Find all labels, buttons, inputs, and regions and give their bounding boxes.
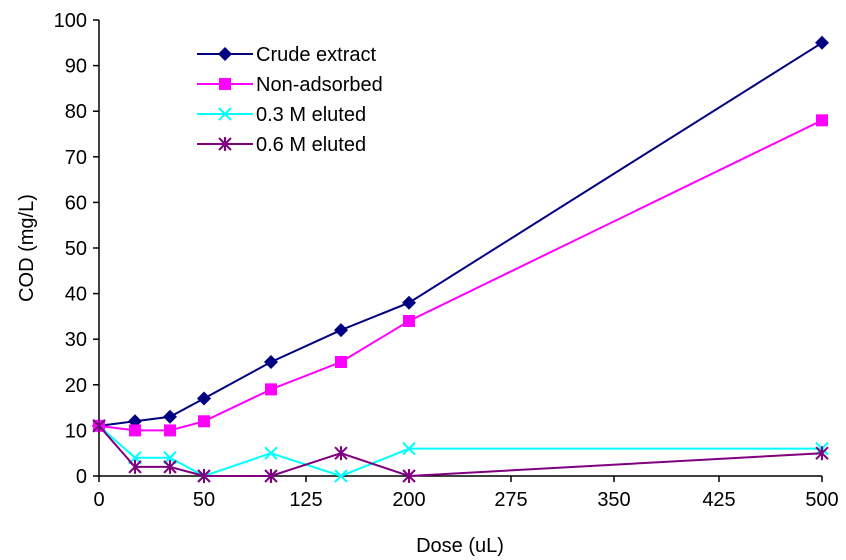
data-point [403,314,415,327]
y-tick-label: 40 [65,284,87,306]
x-tick-label: 0 [93,489,104,511]
axes [98,20,822,477]
series-line [98,425,822,478]
data-point [402,295,416,310]
data-point [264,446,278,460]
legend-label: 0.3 M eluted [256,104,366,126]
legend-item: Crude extract [197,44,376,66]
data-point [402,441,416,456]
legend-item: Non-adsorbed [197,74,383,96]
y-tick-label: 80 [65,101,87,123]
data-point [197,391,211,406]
data-point [334,323,348,338]
data-point [198,415,210,428]
data-point [163,459,177,474]
data-point [128,459,142,474]
series-line [98,41,823,427]
legend-marker [218,47,232,61]
series-line [98,425,823,478]
data-point [815,35,829,50]
data-point [264,469,278,483]
data-point [335,356,347,368]
x-tick-label: 350 [597,489,630,511]
data-point [816,114,828,127]
x-tick-label: 500 [805,489,838,511]
data-point [815,446,829,461]
x-tick-label: 125 [289,489,322,511]
data-point [402,469,416,483]
series-1 [92,35,829,433]
x-tick-label: 50 [193,489,215,511]
y-tick-label: 60 [65,192,87,214]
y-tick-label: 20 [65,375,87,397]
legend-marker [218,107,232,121]
y-axis-title: COD (mg/L) [16,194,38,302]
data-point [163,409,177,424]
data-point [265,383,277,396]
y-tick-label: 70 [65,147,87,169]
y-tick-label: 50 [65,238,87,260]
y-tick-label: 10 [65,420,87,442]
x-tick-label: 425 [702,489,735,511]
data-point [334,469,348,483]
y-axis-ticks: 0 10 20 30 40 50 60 70 80 90 100 [54,10,99,488]
data-point [164,424,176,437]
legend: Crude extract Non-adsorbed 0.3 M eluted 0.6… [197,44,383,156]
legend-label: 0.6 M eluted [256,134,366,156]
data-point [334,446,348,461]
legend-item: 0.6 M eluted [197,134,366,156]
x-axis-ticks: 0 50 125 200 275 350 425 500 [93,476,839,511]
y-tick-label: 0 [76,466,87,488]
legend-marker [218,137,232,151]
y-tick-label: 100 [54,10,87,32]
series-layer [92,35,829,483]
x-tick-label: 275 [494,489,527,511]
legend-label: Crude extract [256,44,376,66]
data-point [197,469,211,483]
y-tick-label: 30 [65,329,87,351]
legend-marker [219,78,231,90]
x-tick-label: 200 [392,489,425,511]
data-point [92,418,106,433]
legend-label: Non-adsorbed [256,74,383,96]
y-tick-label: 90 [65,56,87,78]
legend-item: 0.3 M eluted [197,104,366,126]
data-point [264,355,278,369]
data-point [129,424,141,437]
series-4 [92,418,829,483]
x-axis-title: Dose (uL) [416,535,504,557]
series-line [98,119,823,432]
series-2 [93,114,828,437]
